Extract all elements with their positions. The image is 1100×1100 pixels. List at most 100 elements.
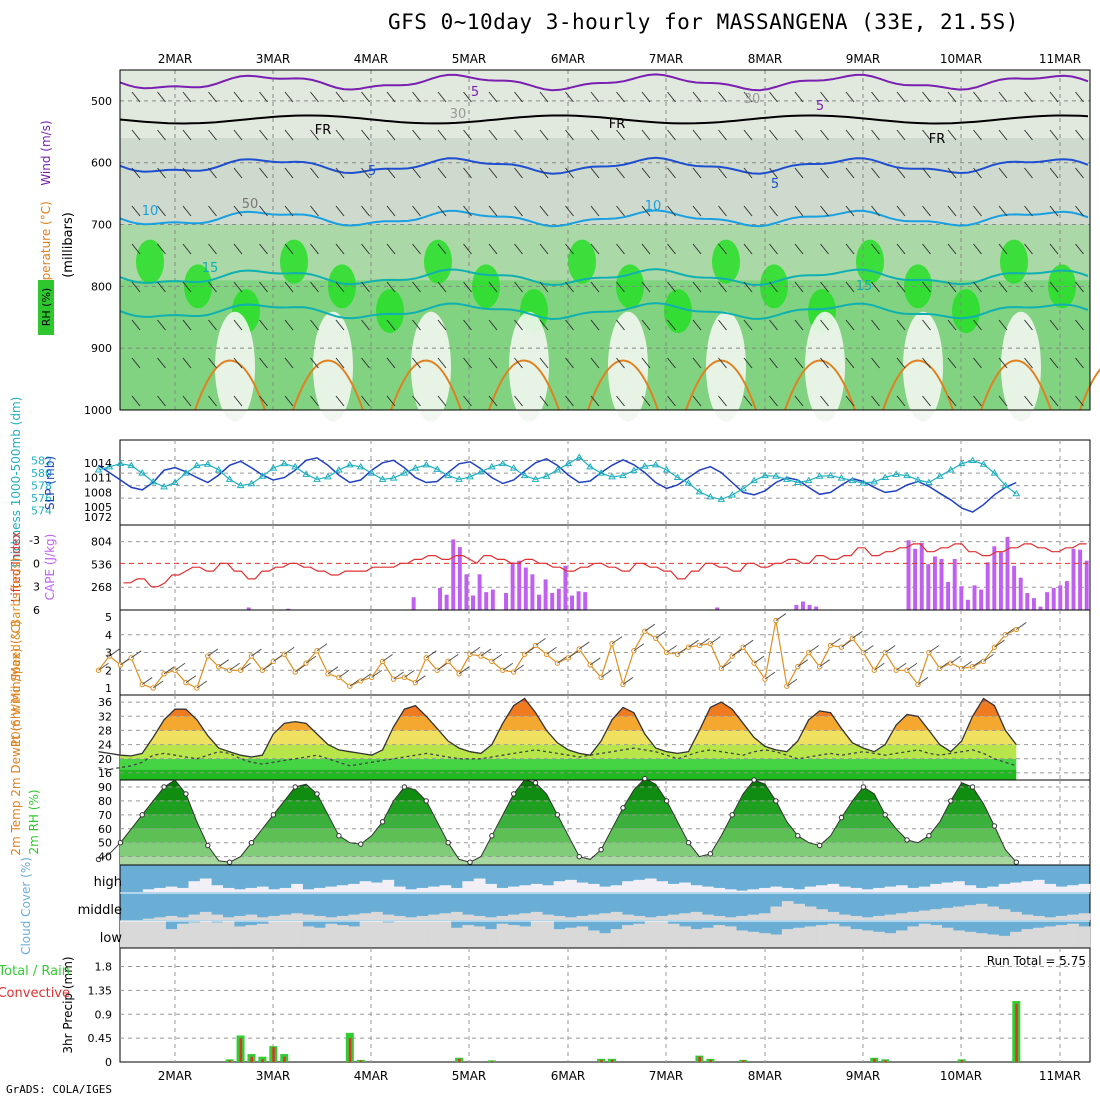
cape-bar [965, 599, 970, 610]
wind-barb-10m [207, 648, 219, 657]
wind-barb [667, 281, 676, 293]
wind-barb [692, 243, 702, 255]
wind-barb-10m [699, 637, 710, 646]
contour-label: 30 [450, 107, 467, 122]
wind-barb [947, 243, 957, 255]
cloud-clear-bar [450, 911, 463, 920]
wind-barb [157, 395, 166, 407]
rh-marker [620, 805, 626, 811]
thickness-marker [345, 460, 354, 468]
cloud-clear-bar [348, 926, 360, 948]
wind-barb [1024, 205, 1033, 217]
cloud-clear-bar [1067, 914, 1079, 920]
cloud-clear-bar [793, 903, 806, 920]
cape-bar [1045, 592, 1050, 610]
wind-barb [310, 91, 319, 103]
cloud-clear-bar [291, 883, 303, 892]
cloud-clear-bar [1021, 881, 1034, 892]
cloud-clear-bar [930, 883, 942, 892]
contour-label: 30 [744, 92, 761, 107]
wind-barb-10m [655, 630, 667, 639]
cloud-clear-bar [473, 926, 486, 948]
cape-bar [1005, 536, 1010, 610]
thickness-marker [935, 472, 944, 479]
wind-barb [590, 319, 600, 331]
wind-barb [514, 357, 523, 369]
wind-barb [131, 243, 141, 255]
cape-bar [570, 595, 574, 610]
thickness-marker [1012, 489, 1021, 497]
credit-label: GrADS: COLA/IGES [6, 1083, 112, 1096]
wind-barb [361, 129, 370, 141]
wind-barb-10m [633, 643, 645, 652]
cloud-clear-bar [918, 886, 931, 892]
wind-barb [1075, 281, 1084, 293]
cloud-clear-bar [519, 913, 532, 920]
wind-barb-10m [994, 639, 1005, 648]
rh-marker [270, 812, 277, 818]
rh-marker [969, 784, 976, 790]
cloud-clear-bar [268, 921, 281, 948]
thickness-marker [630, 466, 638, 474]
wind-barb [310, 205, 319, 217]
wind-barb [718, 205, 727, 217]
wind-barb [208, 91, 217, 103]
thickness-marker [313, 475, 321, 482]
cloud-clear-bar [1010, 882, 1022, 892]
thickness-marker [324, 472, 332, 480]
wind-barb [361, 395, 370, 407]
thickness-marker [892, 470, 900, 477]
cloud-clear-bar [279, 921, 292, 948]
temp-isoline-warm [784, 359, 856, 411]
cloud-clear-bar [405, 921, 418, 948]
rh-marker [751, 777, 757, 783]
cloud-clear-bar [291, 913, 303, 920]
cloud-clear-bar [907, 887, 920, 892]
wind-barb [1024, 243, 1033, 255]
cloud-clear-bar [941, 882, 954, 892]
wind-barb [284, 243, 294, 255]
cloud-clear-bar [918, 923, 931, 948]
wind-barb [412, 357, 421, 369]
rh-dry-plume [411, 311, 451, 422]
wind-barb [437, 91, 447, 103]
wind-barb [157, 91, 166, 103]
wind-barb [463, 205, 472, 217]
cloud-clear-bar [222, 887, 235, 892]
legend-rh-swatch [38, 280, 54, 335]
wind-barb [386, 357, 396, 369]
wind-barb [845, 319, 855, 331]
wind-barb [131, 167, 141, 179]
cloud-clear-bar [405, 889, 418, 892]
cloud-clear-bar [336, 885, 349, 892]
thickness-marker [564, 459, 573, 467]
wind-barb [284, 167, 294, 179]
cloud-clear-bar [348, 914, 360, 920]
cape-bar [1018, 577, 1023, 610]
wind-barb [565, 357, 574, 369]
wind-barb-10m [152, 680, 164, 689]
rh-dry-plume [509, 311, 549, 422]
wind-barb [794, 395, 804, 407]
cloud-clear-bar [576, 926, 589, 948]
wind-barb [820, 243, 829, 255]
wind-barb-10m [928, 645, 940, 653]
cloud-clear-bar [314, 927, 326, 948]
cloud-clear-bar [1044, 917, 1057, 920]
thickness-marker [859, 479, 868, 486]
wind-barb [871, 395, 880, 407]
cape-bar [1058, 585, 1063, 610]
precip-convective-bar [348, 1038, 352, 1062]
wind-barb [131, 281, 141, 293]
wind-barb [769, 129, 778, 141]
wind-barb [284, 91, 294, 103]
wind-barb-10m [262, 662, 273, 671]
cloud-clear-bar [850, 887, 863, 892]
wind-barb [820, 205, 829, 217]
cloud-clear-bar [884, 933, 897, 948]
wind-barb [386, 281, 396, 293]
wind-barb-10m [218, 659, 229, 668]
precip-convective-bar [239, 1038, 243, 1062]
cloud-clear-bar [439, 921, 452, 948]
date-label-bottom: 11MAR [1039, 1069, 1081, 1083]
